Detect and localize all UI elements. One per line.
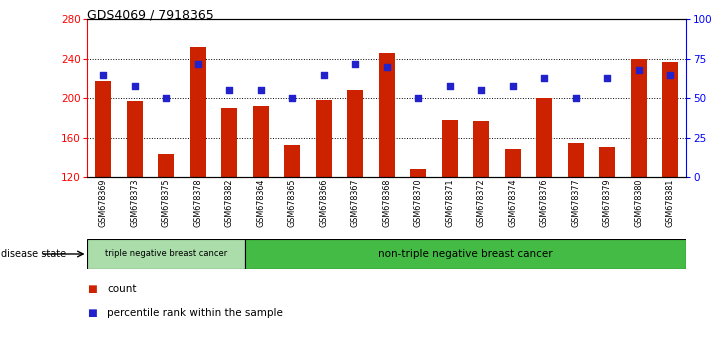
Text: GSM678379: GSM678379 bbox=[603, 179, 612, 227]
Text: GSM678378: GSM678378 bbox=[193, 179, 202, 227]
Text: GSM678369: GSM678369 bbox=[99, 179, 107, 227]
Text: GSM678371: GSM678371 bbox=[445, 179, 454, 227]
Text: GSM678366: GSM678366 bbox=[319, 179, 328, 227]
Point bbox=[444, 83, 456, 88]
Text: GSM678382: GSM678382 bbox=[225, 179, 234, 227]
Point bbox=[318, 72, 329, 78]
Bar bbox=[537, 98, 552, 177]
Bar bbox=[474, 121, 489, 177]
Point bbox=[161, 95, 172, 101]
Text: GSM678375: GSM678375 bbox=[161, 179, 171, 227]
Text: percentile rank within the sample: percentile rank within the sample bbox=[107, 308, 283, 318]
Bar bbox=[505, 149, 520, 177]
Bar bbox=[410, 169, 426, 177]
Bar bbox=[245, 239, 686, 269]
Text: GDS4069 / 7918365: GDS4069 / 7918365 bbox=[87, 9, 214, 22]
Bar bbox=[348, 90, 363, 177]
Point bbox=[223, 87, 235, 93]
Point bbox=[381, 64, 392, 69]
Text: non-triple negative breast cancer: non-triple negative breast cancer bbox=[378, 249, 553, 259]
Bar bbox=[95, 80, 111, 177]
Text: GSM678368: GSM678368 bbox=[383, 179, 391, 227]
Text: count: count bbox=[107, 284, 137, 293]
Bar bbox=[379, 53, 395, 177]
Text: GSM678370: GSM678370 bbox=[414, 179, 423, 227]
Text: ■: ■ bbox=[87, 284, 97, 293]
Bar bbox=[631, 59, 647, 177]
Text: ■: ■ bbox=[87, 308, 97, 318]
Point bbox=[350, 61, 361, 67]
Text: GSM678367: GSM678367 bbox=[351, 179, 360, 227]
Point bbox=[539, 75, 550, 81]
Text: GSM678364: GSM678364 bbox=[256, 179, 265, 227]
Point bbox=[634, 67, 645, 73]
Bar bbox=[568, 143, 584, 177]
Bar bbox=[253, 106, 269, 177]
Bar bbox=[442, 120, 458, 177]
Bar bbox=[190, 47, 205, 177]
Text: GSM678373: GSM678373 bbox=[130, 179, 139, 227]
Bar bbox=[663, 62, 678, 177]
Bar bbox=[159, 154, 174, 177]
Point bbox=[602, 75, 613, 81]
Bar bbox=[284, 144, 300, 177]
Point bbox=[412, 95, 424, 101]
Text: GSM678380: GSM678380 bbox=[634, 179, 643, 227]
Point bbox=[476, 87, 487, 93]
Point bbox=[129, 83, 140, 88]
Point bbox=[287, 95, 298, 101]
Point bbox=[507, 83, 518, 88]
Text: GSM678377: GSM678377 bbox=[572, 179, 580, 227]
Text: GSM678381: GSM678381 bbox=[666, 179, 675, 227]
Text: GSM678376: GSM678376 bbox=[540, 179, 549, 227]
Text: GSM678372: GSM678372 bbox=[477, 179, 486, 227]
Point bbox=[97, 72, 109, 78]
Point bbox=[255, 87, 267, 93]
Text: GSM678374: GSM678374 bbox=[508, 179, 518, 227]
Bar bbox=[127, 101, 143, 177]
Bar bbox=[221, 108, 237, 177]
Text: GSM678365: GSM678365 bbox=[288, 179, 296, 227]
Point bbox=[192, 61, 203, 67]
Bar bbox=[87, 239, 245, 269]
Bar bbox=[599, 148, 615, 177]
Text: disease state: disease state bbox=[1, 249, 67, 259]
Bar bbox=[316, 100, 331, 177]
Point bbox=[665, 72, 676, 78]
Text: triple negative breast cancer: triple negative breast cancer bbox=[105, 250, 228, 258]
Point bbox=[570, 95, 582, 101]
